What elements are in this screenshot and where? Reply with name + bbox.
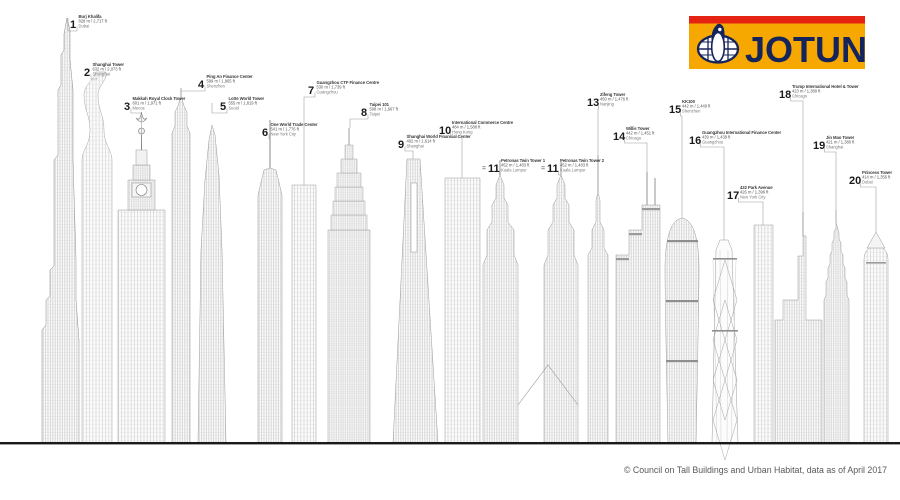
svg-text:New York City: New York City xyxy=(740,194,766,199)
svg-text:Shenzhen: Shenzhen xyxy=(682,108,701,113)
svg-text:Shenzhen: Shenzhen xyxy=(207,83,226,88)
svg-text:Shanghai: Shanghai xyxy=(93,71,110,76)
svg-text:2: 2 xyxy=(84,67,90,79)
svg-text:7: 7 xyxy=(308,85,314,97)
svg-text:Kuala Lumpur: Kuala Lumpur xyxy=(560,167,586,172)
svg-text:Seoul: Seoul xyxy=(229,105,240,110)
svg-text:Chicago: Chicago xyxy=(626,135,642,140)
svg-text:10: 10 xyxy=(439,125,451,137)
svg-text:Kuala Lumpur: Kuala Lumpur xyxy=(501,167,527,172)
svg-text:16: 16 xyxy=(689,135,701,147)
svg-text:14: 14 xyxy=(613,131,626,143)
svg-text:6: 6 xyxy=(262,127,268,139)
svg-text:18: 18 xyxy=(779,89,791,101)
svg-text:20: 20 xyxy=(849,175,861,187)
svg-text:Nanjing: Nanjing xyxy=(600,101,615,106)
svg-text:Shanghai: Shanghai xyxy=(407,143,424,148)
svg-text:13: 13 xyxy=(587,97,599,109)
svg-text:Shanghai: Shanghai xyxy=(826,144,843,149)
svg-text:15: 15 xyxy=(669,104,681,116)
svg-text:11: 11 xyxy=(547,163,559,175)
svg-text:Mecca: Mecca xyxy=(133,105,146,110)
svg-text:Dubai: Dubai xyxy=(79,23,90,28)
svg-text:© Council on Tall Buildings an: © Council on Tall Buildings and Urban Ha… xyxy=(624,465,887,475)
svg-text:Dubai: Dubai xyxy=(862,179,873,184)
svg-text:New York City: New York City xyxy=(271,131,297,136)
svg-text:9: 9 xyxy=(398,139,404,151)
svg-text:4: 4 xyxy=(198,79,205,91)
svg-text:Taipei: Taipei xyxy=(370,111,381,116)
svg-text:Guangzhou: Guangzhou xyxy=(317,89,338,94)
svg-text:=: = xyxy=(482,166,486,173)
svg-text:11: 11 xyxy=(488,163,500,175)
svg-text:3: 3 xyxy=(124,101,130,113)
svg-text:19: 19 xyxy=(813,140,825,152)
svg-text:1: 1 xyxy=(70,19,76,31)
svg-text:17: 17 xyxy=(727,190,739,202)
svg-text:Chicago: Chicago xyxy=(792,93,808,98)
svg-text:=: = xyxy=(541,166,545,173)
svg-text:Guangzhou: Guangzhou xyxy=(702,139,723,144)
svg-text:JOTUN: JOTUN xyxy=(745,29,867,70)
svg-text:8: 8 xyxy=(361,107,367,119)
svg-text:Hong Kong: Hong Kong xyxy=(452,129,473,134)
svg-text:5: 5 xyxy=(220,101,226,113)
